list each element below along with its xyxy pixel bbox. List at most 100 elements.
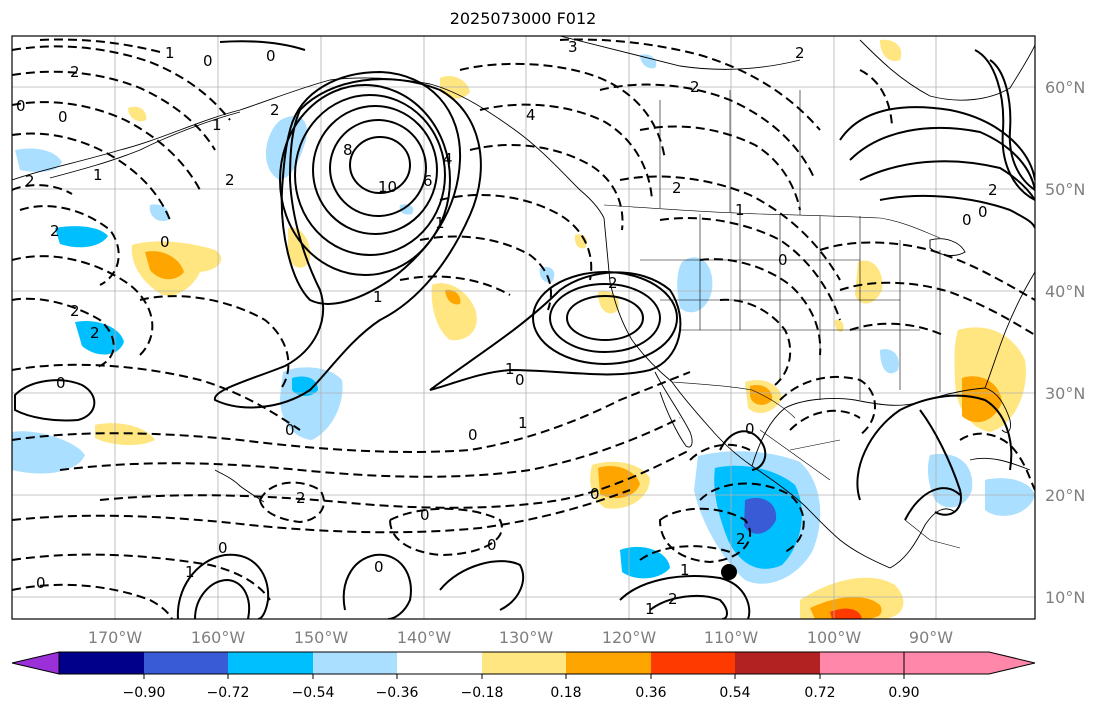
lon-label: 170°W [88, 628, 143, 647]
colorbar-bin [144, 652, 228, 674]
shade-pos-plains [855, 260, 883, 304]
contour-label: 2 [70, 302, 80, 320]
shade-pos-hudson [880, 39, 902, 62]
east-neg-1 [819, 241, 1035, 301]
tropical-zero [439, 560, 525, 611]
east-neg-2 [839, 281, 1035, 336]
subtrop-neg-6 [12, 583, 173, 619]
colorbar-tick-label: −0.54 [292, 685, 335, 701]
caribbean-zero [904, 487, 961, 521]
yucatan [889, 508, 956, 569]
colorbar-ticks [143, 674, 905, 679]
shade-neg-carib-2 [985, 478, 1035, 516]
colorbar-tick-label: −0.90 [123, 685, 166, 701]
canada-neg-2 [599, 83, 816, 181]
colorbar-extend-min [11, 651, 60, 675]
colorbar-bin [566, 652, 651, 674]
hudson-neg [859, 69, 893, 126]
canada-neg-3 [639, 125, 801, 211]
lat-label: 50°N [1045, 180, 1085, 199]
subtrop-neg-2 [59, 417, 681, 478]
contour-label: 2 [296, 489, 306, 507]
shade-neg-gulf [880, 349, 899, 374]
shade-pos-gulf-s [834, 319, 844, 332]
contour-label: 0 [266, 47, 276, 65]
contour-label: 2 [70, 63, 80, 81]
subtrop-ring [258, 481, 325, 524]
caribbean-neg [959, 432, 1035, 491]
contour-label: 2 [690, 78, 700, 96]
contour-label: 0 [745, 420, 755, 438]
shade-pos-centam-mid [810, 596, 882, 619]
contour-label: 0 [420, 506, 430, 524]
contour-label: 0 [962, 211, 972, 229]
colorbar-tick-label: −0.36 [376, 685, 419, 701]
plot-title: 2025073000 F012 [449, 9, 597, 28]
mex-zero [719, 430, 767, 471]
nw-pac-neg-6 [12, 255, 154, 356]
ne-pac-neg-4 [439, 194, 593, 281]
low-center-ring-6 [280, 70, 462, 305]
ne-high-2 [974, 49, 1035, 201]
shade-neg-west-pac-3 [75, 320, 124, 355]
bering-zero [219, 40, 306, 51]
west-coast [603, 217, 891, 569]
contour-label: 0 [58, 108, 68, 126]
lon-label: 130°W [499, 628, 554, 647]
mexico-neg-1 [689, 443, 751, 461]
shade-neg-mid-pac-core [292, 376, 318, 396]
epac-neg-2 [639, 545, 731, 561]
cal-high-outer [429, 271, 682, 391]
ne-pac-neg-5 [419, 235, 552, 311]
us-mexico-border [671, 381, 796, 419]
lon-label: 140°W [397, 628, 452, 647]
colorbar-bin [397, 652, 482, 674]
dashed-contours [12, 38, 1035, 619]
contour-label: 1 [735, 201, 745, 219]
shade-neg-epac [620, 546, 670, 579]
shade-neg-yuk [149, 204, 169, 222]
gom-zero [919, 409, 962, 516]
colorbar-bin [735, 652, 820, 674]
colorbar-bin [820, 652, 904, 674]
us-neg-2 [659, 217, 841, 321]
contour-label: 1 [645, 600, 655, 618]
shade-neg-west-pac [15, 148, 62, 172]
contour-label: 1 [518, 414, 528, 432]
lat-label: 20°N [1045, 486, 1085, 505]
contour-label: 3 [568, 38, 578, 56]
subtrop-ring-2 [388, 507, 503, 557]
colorbar: −0.90 −0.72 −0.54 −0.36 −0.18 0.18 0.36 … [11, 651, 1036, 701]
colorbar-extend-max [903, 651, 1036, 675]
cal-high-ring-2 [549, 283, 661, 353]
shade-neg-great-basin [677, 257, 713, 313]
hawaii-zero [14, 379, 96, 422]
east-coast [984, 271, 1035, 389]
gridlines [12, 36, 1035, 619]
lat-label: 10°N [1045, 588, 1085, 607]
low-center-ring-4 [294, 94, 446, 256]
colorbar-bin [228, 652, 313, 674]
contour-label: 0 [978, 203, 988, 221]
subtrop-neg-1 [12, 371, 691, 453]
contour-label: 0 [203, 52, 213, 70]
hawaii [214, 469, 265, 503]
colorbar-tick-label: 0.54 [719, 685, 750, 701]
nw-pac-neg-3 [12, 101, 201, 191]
epac-zero [176, 553, 270, 619]
centam-border [904, 519, 961, 549]
lat-label: 60°N [1045, 78, 1085, 97]
contour-label: 1 [505, 360, 515, 378]
low-center-ring-5 [279, 84, 451, 276]
contour-label: 0 [16, 97, 26, 115]
aleutians [49, 111, 241, 179]
mexico-neg-2 [699, 482, 805, 553]
low-center-ring-3 [312, 105, 438, 235]
low-center-ring-1 [349, 136, 411, 194]
lon-label: 160°W [191, 628, 246, 647]
latitude-labels: 60°N 50°N 40°N 30°N 20°N 10°N [1045, 78, 1085, 607]
contour-label: 2 [608, 274, 618, 292]
contour-label: 2 [668, 590, 678, 608]
shade-pos-bering [128, 106, 147, 122]
